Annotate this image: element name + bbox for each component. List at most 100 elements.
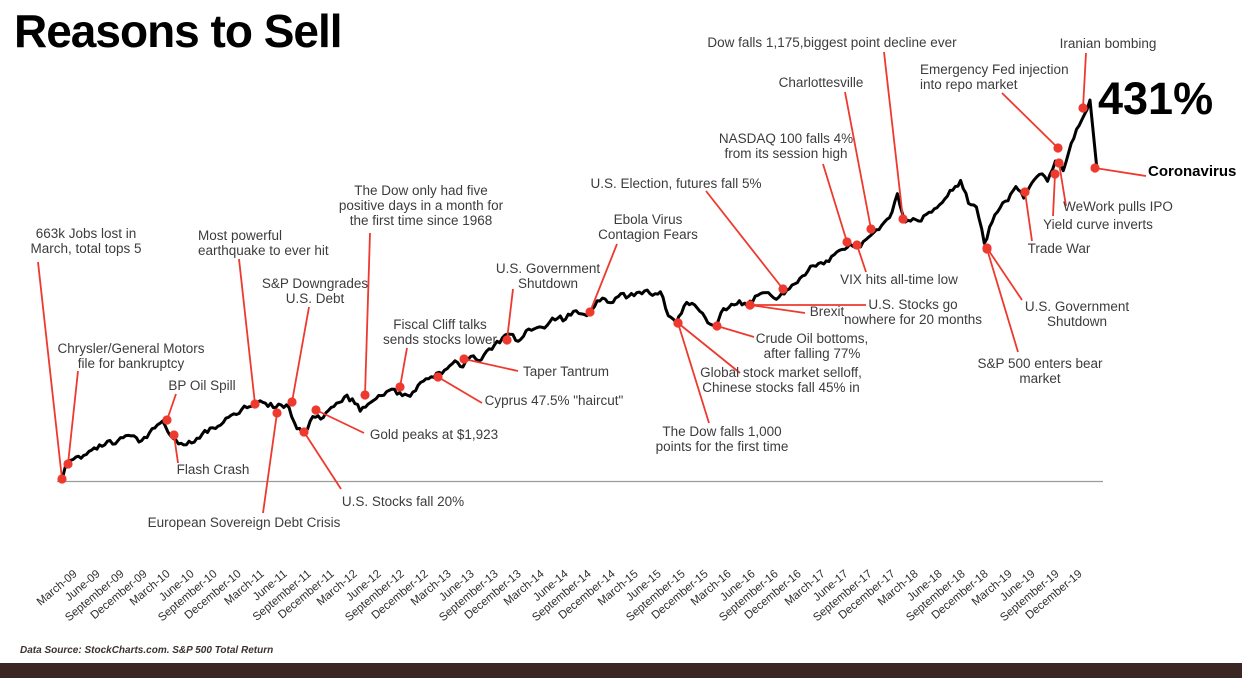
event-dot [1020,187,1030,197]
event-dot [1054,158,1064,168]
event-dot [866,224,876,234]
event-label: Ebola Virus Contagion Fears [598,212,698,242]
event-connector-line [749,304,806,314]
price-line [58,98,1099,482]
event-dot [852,240,862,250]
event-dot [360,390,370,400]
event-connector-line [37,261,63,480]
bottom-bar [0,663,1242,678]
event-connector-line [506,288,514,341]
event-dot [287,397,297,407]
event-connector-line [883,51,904,220]
event-connector-line [677,322,710,424]
event-label: The Dow falls 1,000 points for the first… [655,424,789,454]
event-connector-line [1001,92,1059,149]
event-connector-line [856,244,867,273]
event-label: U.S. Stocks go nowhere for 20 months [843,297,983,327]
event-dot [57,474,67,484]
event-label: Yield curve inverts [1043,217,1153,232]
event-dot [898,214,908,224]
event-label: Chrysler/General Motors file for bankrup… [57,341,205,371]
event-label: Most powerful earthquake to ever hit [198,228,329,258]
event-label: Dow falls 1,175,biggest point decline ev… [707,35,957,50]
event-connector-line [844,91,872,230]
event-connector-line [238,258,256,405]
event-connector-line [986,248,1019,353]
event-label: U.S. Government Shutdown [1024,299,1130,329]
event-label: NASDAQ 100 falls 4% from its session hig… [718,131,854,161]
event-label: Global stock market selloff, Chinese sto… [700,365,862,395]
event-label: Cyprus 47.5% "haircut" [484,393,624,408]
event-label: S&P 500 enters bear market [977,356,1103,386]
event-dot [745,300,755,310]
event-dot [712,321,722,331]
event-label: U.S. Stocks fall 20% [341,494,465,509]
event-dot [299,427,309,437]
event-connector-line [822,163,848,243]
event-label: U.S. Government Shutdown [495,261,601,291]
event-connector-line [437,376,483,404]
event-dot [169,430,179,440]
event-label: European Sovereign Debt Crisis [147,515,341,530]
event-label: Iranian bombing [1059,36,1157,51]
event-label: Taper Tantrum [522,364,610,379]
event-connector-line [705,190,784,290]
page-title: Reasons to Sell [14,5,343,57]
event-label: Fiscal Cliff talks sends stocks lower [382,317,498,347]
event-connector-line [1052,173,1056,217]
event-connector-line [677,322,741,374]
event-connector-line [1024,191,1033,242]
event-dot [311,405,321,415]
event-connector-line [399,347,408,388]
data-source-note: Data Source: StockCharts.com. S&P 500 To… [20,645,274,656]
event-dot [585,307,595,317]
event-label: VIX hits all-time low [840,272,958,287]
event-dot [842,237,852,247]
event-connector-line [67,370,79,465]
event-label: Flash Crash [176,462,250,477]
event-label: Coronavirus [1148,163,1237,180]
event-label: S&P Downgrades U.S. Debt [261,276,369,306]
event-connector-line [262,412,278,514]
event-connector-line [463,358,519,372]
event-label: Charlottesville [778,75,864,90]
event-connector-line [1082,52,1087,109]
event-dot [502,335,512,345]
event-dot [673,318,683,328]
event-connector-line [1094,167,1147,177]
event-connector-line [303,431,342,490]
event-dot [63,459,73,469]
event-dot [982,244,992,254]
event-label: Emergency Fed injection into repo market [920,62,1069,92]
event-dot [1078,103,1088,113]
event-label: U.S. Election, futures fall 5% [590,176,762,191]
event-dot [250,399,260,409]
event-connector-line [986,247,1023,301]
event-connector-line [589,243,618,313]
event-dot [778,284,788,294]
event-connector-line [315,409,365,434]
event-connector-line [291,306,310,403]
event-dot [395,382,405,392]
event-connector-line [364,232,371,396]
event-connector-line [716,325,755,338]
event-dot [162,415,172,425]
event-dot [1053,143,1063,153]
event-label: Crude Oil bottoms, after falling 77% [755,331,869,361]
event-label: Trade War [1027,241,1091,256]
event-label: The Dow only had five positive days in a… [338,183,504,228]
event-label: BP Oil Spill [168,378,236,393]
event-label: 663k Jobs lost in March, total tops 5 [30,226,142,256]
event-dot [1050,169,1060,179]
event-label: Gold peaks at $1,923 [369,427,499,442]
total-return-label: 431% [1098,73,1214,124]
event-connector-line [1058,162,1067,207]
event-connector-line [173,434,179,464]
event-dot [272,408,282,418]
event-dot [1090,163,1100,173]
event-dot [433,372,443,382]
event-label: WeWork pulls IPO [1063,199,1173,214]
event-dot [459,354,469,364]
